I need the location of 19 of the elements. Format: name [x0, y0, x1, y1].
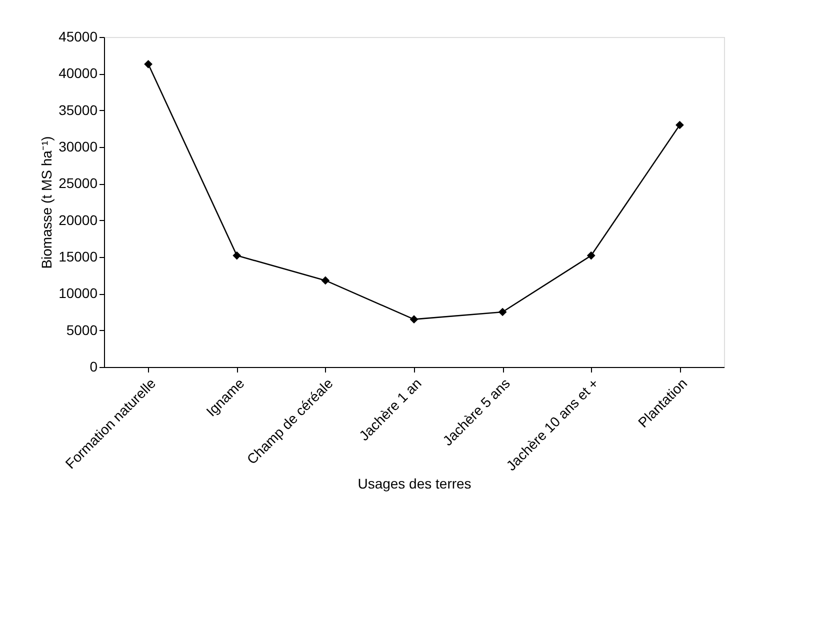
point	[144, 60, 152, 68]
y-tick-label: 30000	[58, 138, 98, 154]
point	[676, 120, 684, 130]
y-tick-label: 35000	[58, 102, 98, 118]
y-tick-label: 20000	[58, 212, 98, 228]
point	[321, 276, 330, 285]
x-axis-title: Usages des terres	[358, 476, 472, 492]
y-tick-label: 25000	[58, 175, 98, 192]
point	[410, 315, 418, 324]
point	[586, 251, 596, 260]
point	[498, 308, 507, 316]
y-tick-label: 0	[90, 358, 98, 374]
y-tick-label: 10000	[58, 285, 98, 302]
y-tick-label: 5000	[66, 322, 98, 338]
y-tick-label: 15000	[58, 248, 98, 264]
y-tick-label: 45000	[58, 28, 98, 44]
point	[232, 251, 242, 260]
y-tick-label: 40000	[58, 65, 98, 82]
y-axis-title: Biomasse (t MS ha⁻¹)	[38, 136, 55, 269]
